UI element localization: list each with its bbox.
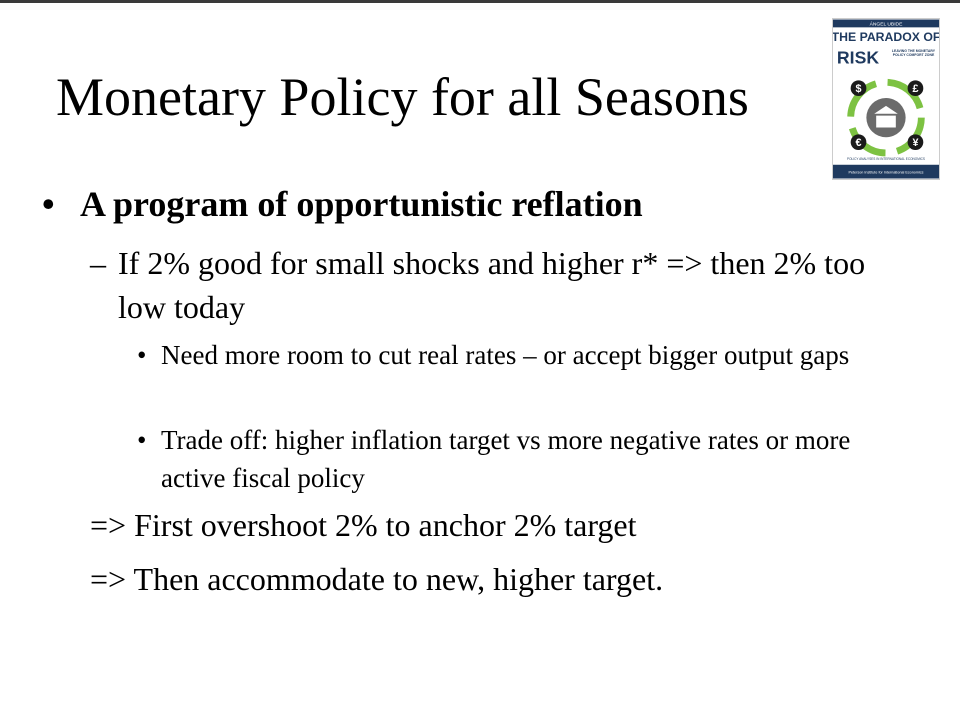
sub-sub-bullet-text: Trade off: higher inflation target vs mo…	[161, 425, 851, 493]
currency-symbol: €	[856, 137, 862, 149]
cover-author: ÁNGEL UBIDE	[870, 20, 903, 27]
cover-title: THE PARADOX OF	[832, 30, 940, 44]
sub-bullet-text: If 2% good for small shocks and higher r…	[118, 245, 866, 325]
cover-subtitle-box: LEAVING THE MONETARY POLICY COMFORT ZONE	[891, 48, 936, 57]
dot-glyph: •	[137, 425, 147, 455]
top-bar	[0, 0, 960, 3]
cover-band	[833, 164, 939, 179]
conclusion: => First overshoot 2% to anchor 2% targe…	[90, 507, 637, 543]
currency-badge	[850, 80, 867, 97]
currency-badge	[907, 80, 924, 97]
conclusion: => Then accommodate to new, higher targe…	[90, 561, 664, 597]
cover-title-2: RISK	[837, 48, 879, 68]
sub-sub-bullet: • Need more room to cut real rates – or a…	[137, 336, 877, 374]
currency-symbol: ¥	[912, 137, 918, 149]
bullet-glyph: •	[42, 184, 55, 224]
book-cover: ÁNGEL UBIDE THE PARADOX OF RISK LEAVING …	[832, 18, 940, 180]
sub-sub-bullet-text: Need more room to cut real rates – or ac…	[161, 340, 850, 370]
cover-ring	[847, 78, 925, 157]
bullet: • A program of opportunistic reflation	[42, 183, 643, 225]
dot-glyph: •	[137, 340, 147, 370]
cover-band	[833, 19, 939, 28]
bullet-text: A program of opportunistic reflation	[80, 184, 643, 224]
cover-publisher: Peterson Institute for International Eco…	[848, 171, 923, 175]
cover-series: POLICY ANALYSES IN INTERNATIONAL ECONOMI…	[847, 157, 925, 161]
dash-glyph: –	[90, 245, 106, 281]
currency-symbol: $	[856, 83, 862, 95]
slide-title: Monetary Policy for all Seasons	[56, 67, 749, 127]
bank-icon	[874, 105, 898, 128]
sub-sub-bullet: • Trade off: higher inflation target vs m…	[137, 421, 877, 497]
currency-badge	[850, 134, 867, 151]
currency-symbol: £	[912, 83, 918, 95]
cover-subtitle: LEAVING THE MONETARY POLICY COMFORT ZONE	[891, 48, 936, 57]
sub-bullet: – If 2% good for small shocks and higher …	[90, 241, 880, 329]
currency-badge	[907, 134, 924, 151]
